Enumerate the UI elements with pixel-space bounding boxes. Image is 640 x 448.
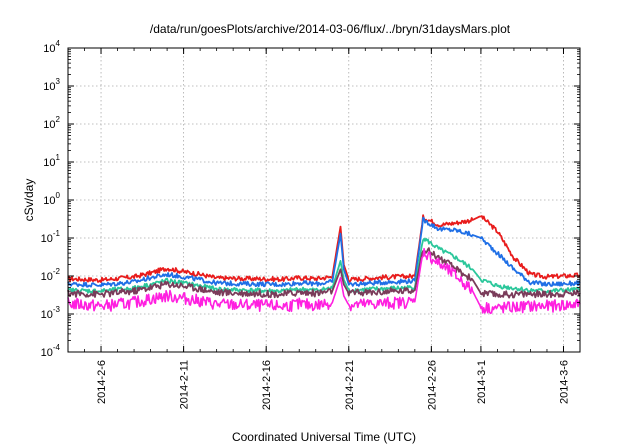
y-axis: 10-4 10-3 10-2 10-1 100 101 102 103 104 [41, 39, 580, 359]
y-tick-label: 10-3 [41, 305, 61, 321]
series-layer [67, 214, 581, 315]
x-tick-label: 2014-3-1 [476, 360, 488, 404]
series-line-1 [67, 214, 581, 284]
y-tick-label: 10-2 [41, 267, 61, 283]
series-line-5 [67, 247, 581, 315]
series-line-4 [67, 247, 581, 299]
x-tick-label: 2014-2-26 [426, 360, 438, 410]
y-tick-label: 101 [43, 153, 60, 169]
grid [68, 48, 580, 352]
chart-title: /data/run/goesPlots/archive/2014-03-06/f… [150, 22, 511, 36]
y-tick-label: 10-1 [41, 229, 61, 245]
x-tick-label: 2014-2-21 [344, 360, 356, 410]
y-tick-label: 100 [43, 191, 60, 207]
y-axis-label: cSv/day [22, 179, 36, 222]
x-axis-label: Coordinated Universal Time (UTC) [232, 430, 416, 444]
x-tick-label: 2014-2-6 [96, 360, 108, 404]
y-tick-label: 103 [43, 77, 60, 93]
x-tick-label: 2014-3-6 [558, 360, 570, 404]
x-axis: 2014-2-6 2014-2-11 2014-2-16 2014-2-21 2014-… [67, 48, 581, 410]
x-tick-label: 2014-2-16 [261, 360, 273, 410]
x-tick-label: 2014-2-11 [179, 360, 191, 409]
y-tick-label: 102 [43, 115, 60, 131]
series-line-3 [67, 237, 580, 294]
series-line-2 [67, 216, 581, 288]
y-tick-label: 104 [43, 39, 60, 55]
y-tick-label: 10-4 [41, 343, 61, 359]
